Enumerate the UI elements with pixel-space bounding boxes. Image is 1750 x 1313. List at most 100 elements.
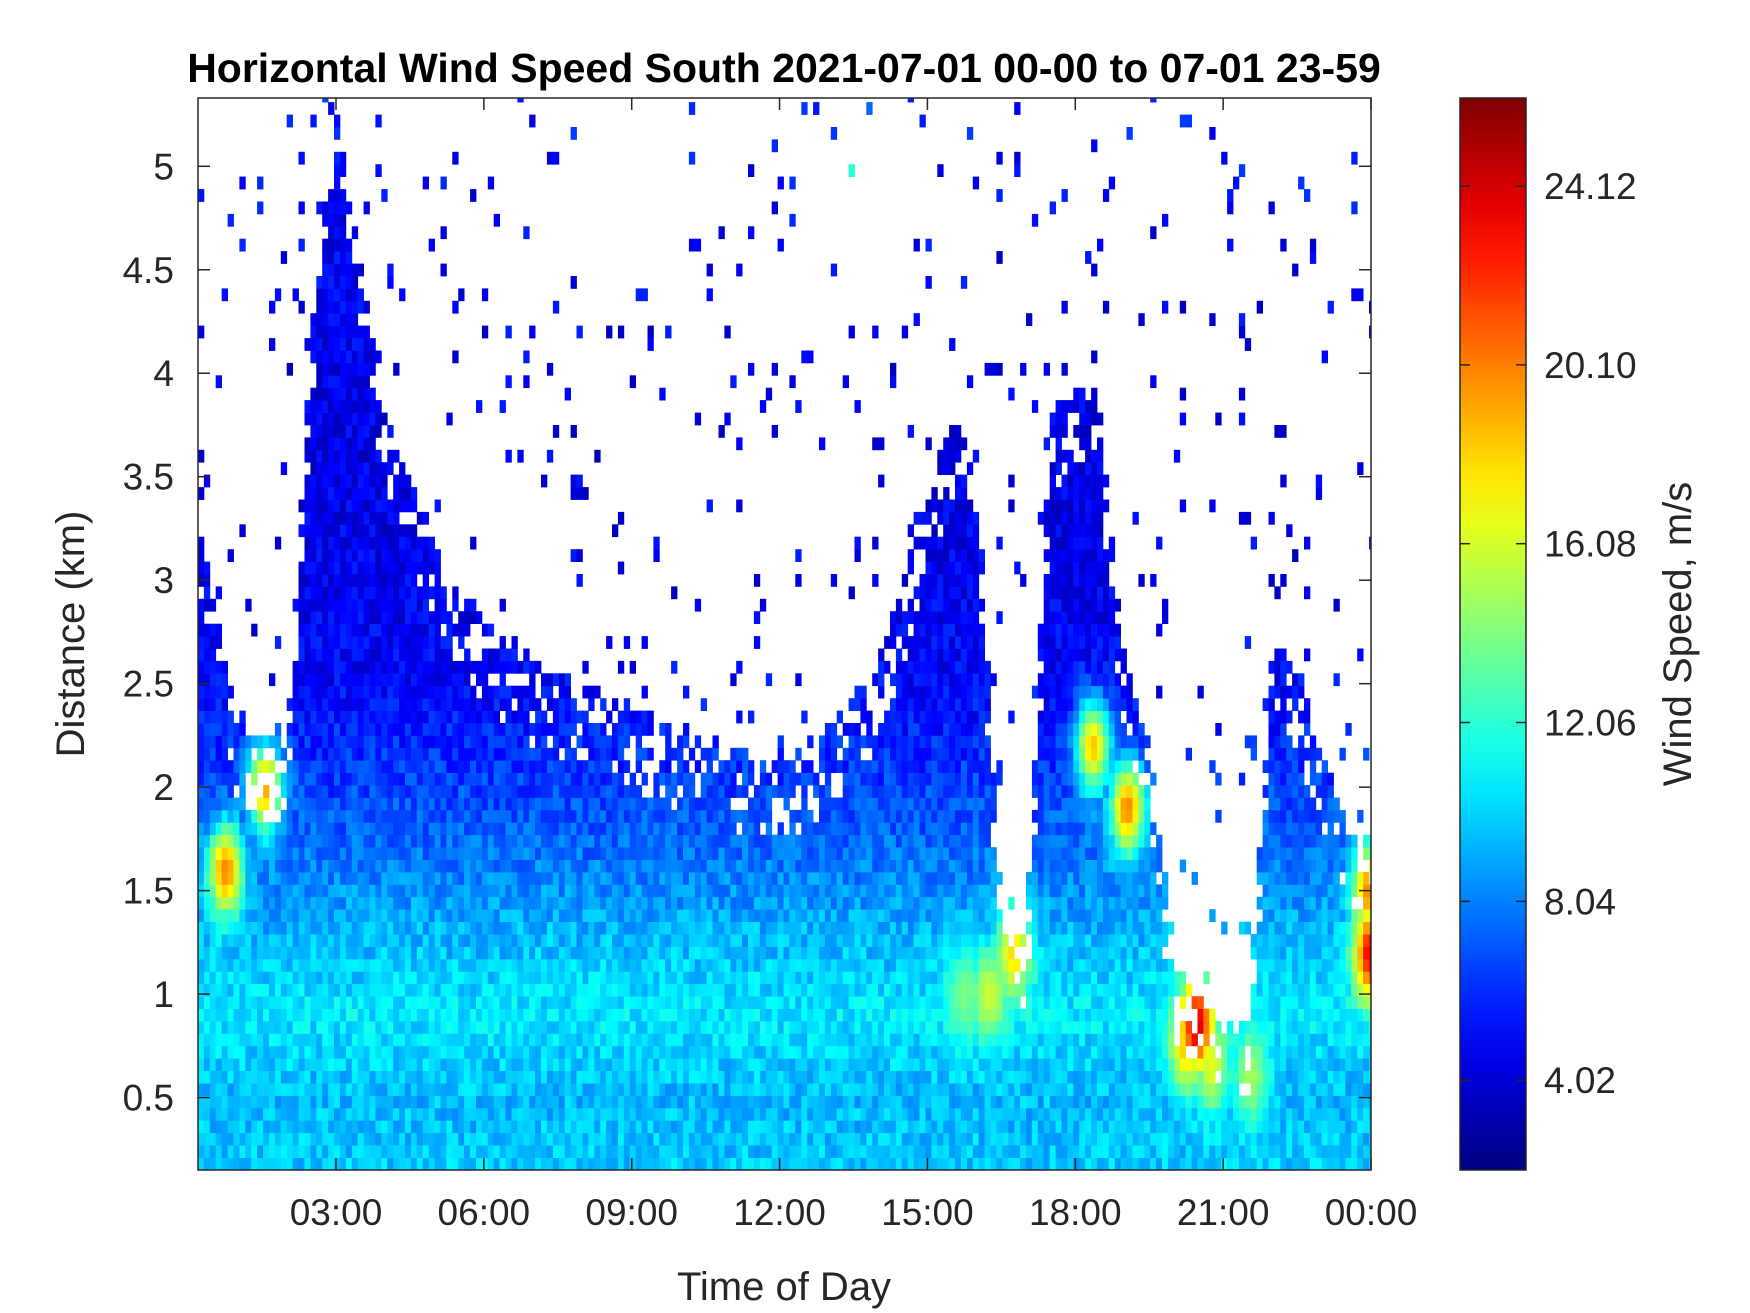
heatmap-cell (576, 896, 583, 910)
heatmap-cell (316, 387, 323, 401)
heatmap-cell (393, 859, 400, 873)
heatmap-cell (198, 1132, 205, 1146)
heatmap-cell (801, 921, 808, 935)
heatmap-cell (647, 1070, 654, 1084)
heatmap-cell (612, 896, 619, 910)
heatmap-cell (706, 760, 713, 773)
heatmap-cell (777, 946, 784, 960)
heatmap-cell (227, 809, 234, 823)
heatmap-cell (588, 698, 595, 711)
heatmap-cell (724, 1021, 731, 1034)
heatmap-cell (641, 1120, 648, 1134)
heatmap-cell (410, 499, 418, 513)
heatmap-cell (499, 1070, 506, 1084)
heatmap-cell (257, 847, 264, 860)
heatmap-cell (310, 1033, 317, 1047)
heatmap-cell (422, 785, 429, 798)
heatmap-cell (718, 847, 725, 860)
heatmap-cell (257, 1083, 264, 1096)
heatmap-cell (606, 946, 613, 960)
heatmap-cell (854, 1033, 861, 1047)
heatmap-cell (393, 648, 400, 662)
heatmap-cell (422, 884, 429, 898)
heatmap-cell (345, 1132, 353, 1146)
heatmap-cell (552, 735, 560, 749)
heatmap-cell (245, 1008, 252, 1022)
heatmap-cell (310, 586, 317, 600)
heatmap-cell (736, 499, 743, 513)
heatmap-cell (339, 1058, 347, 1071)
heatmap-cell (700, 785, 707, 798)
heatmap-cell (440, 747, 447, 761)
heatmap-cell (334, 1033, 341, 1047)
heatmap-cell (612, 1045, 619, 1059)
heatmap-cell (304, 896, 311, 910)
heatmap-cell (836, 1107, 843, 1121)
heatmap-cell (440, 797, 447, 811)
heatmap-cell (759, 400, 767, 413)
heatmap-cell (730, 1120, 737, 1134)
heatmap-cell (511, 946, 518, 960)
heatmap-cell (688, 934, 696, 947)
heatmap-cell (535, 698, 542, 711)
heatmap-cell (428, 872, 435, 885)
heatmap-cell (357, 524, 364, 538)
heatmap-cell (499, 884, 506, 898)
heatmap-cell (564, 996, 571, 1009)
heatmap-cell (777, 859, 784, 873)
heatmap-cell (629, 1033, 636, 1047)
heatmap-cell (481, 685, 489, 699)
heatmap-cell (245, 884, 252, 898)
heatmap-cell (706, 1120, 713, 1134)
heatmap-cell (428, 859, 435, 873)
heatmap-cell (322, 1083, 329, 1096)
heatmap-cell (541, 847, 548, 860)
heatmap-cell (310, 847, 317, 860)
heatmap-cell (629, 785, 636, 798)
heatmap-cell (730, 1132, 737, 1146)
heatmap-cell (399, 772, 406, 786)
heatmap-cell (351, 760, 359, 773)
heatmap-cell (730, 1045, 737, 1059)
heatmap-cell (600, 1070, 607, 1084)
heatmap-cell (724, 909, 731, 922)
heatmap-cell (434, 1083, 441, 1096)
heatmap-cell (529, 1120, 536, 1134)
heatmap-cell (434, 636, 441, 649)
heatmap-cell (345, 772, 353, 786)
heatmap-cell (671, 1021, 678, 1034)
heatmap-cell (694, 598, 702, 612)
heatmap-cell (257, 1095, 264, 1109)
heatmap-cell (813, 996, 820, 1009)
heatmap-cell (517, 1008, 524, 1022)
heatmap-cell (405, 474, 412, 488)
heatmap-cell (334, 425, 341, 438)
heatmap-cell (659, 1045, 666, 1059)
heatmap-cell (706, 872, 713, 885)
heatmap-cell (576, 1045, 583, 1059)
heatmap-cell (239, 971, 246, 985)
heatmap-cell (227, 1083, 234, 1096)
heatmap-cell (712, 809, 719, 823)
heatmap-cell (742, 909, 749, 922)
heatmap-cell (405, 586, 412, 600)
heatmap-cell (292, 1058, 299, 1071)
heatmap-cell (357, 338, 364, 351)
heatmap-cell (576, 574, 583, 587)
heatmap-cell (564, 909, 571, 922)
heatmap-cell (753, 958, 761, 972)
heatmap-cell (523, 921, 530, 935)
heatmap-cell (819, 983, 826, 997)
heatmap-cell (399, 648, 406, 662)
heatmap-cell (452, 884, 459, 898)
heatmap-cell (665, 872, 672, 885)
heatmap-cell (322, 673, 329, 687)
heatmap-cell (789, 176, 796, 190)
heatmap-cell (209, 797, 217, 811)
heatmap-cell (600, 921, 607, 935)
heatmap-cell (316, 1058, 323, 1071)
heatmap-cell (328, 884, 335, 898)
heatmap-cell (783, 760, 790, 773)
heatmap-cell (304, 1021, 311, 1034)
heatmap-cell (375, 648, 382, 662)
